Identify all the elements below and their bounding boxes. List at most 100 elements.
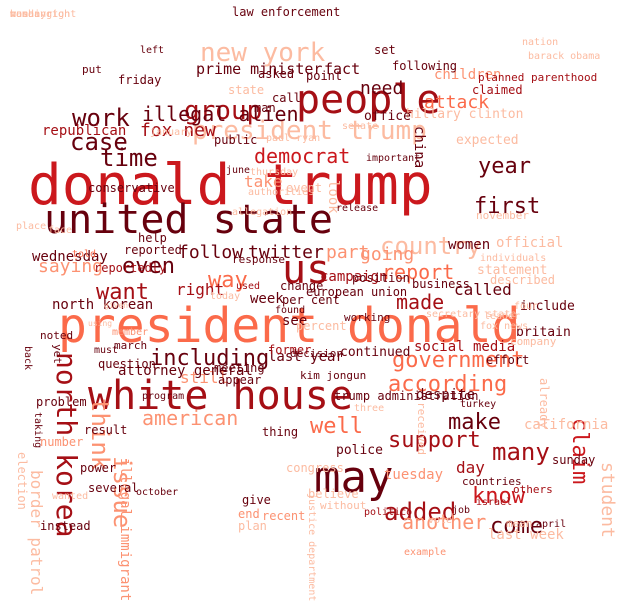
cloud-word: election bbox=[15, 452, 29, 510]
cloud-word: saying bbox=[38, 256, 104, 277]
cloud-word: make bbox=[448, 410, 501, 435]
cloud-word: secretary state bbox=[426, 309, 517, 320]
cloud-word: company bbox=[510, 335, 557, 348]
cloud-word: right bbox=[176, 280, 225, 299]
cloud-word: result bbox=[84, 423, 128, 437]
cloud-word: taking bbox=[32, 412, 43, 449]
cloud-word: given bbox=[104, 301, 129, 310]
cloud-word: us bbox=[282, 247, 331, 293]
cloud-word: even bbox=[122, 254, 175, 279]
cloud-word: appear bbox=[218, 373, 262, 387]
cloud-word: state bbox=[228, 83, 265, 97]
cloud-word: still bbox=[180, 368, 229, 387]
cloud-word: california bbox=[524, 417, 609, 433]
cloud-word: european union bbox=[306, 285, 408, 299]
cloud-word: case bbox=[70, 128, 128, 156]
cloud-word: claimed bbox=[472, 83, 523, 97]
cloud-word: including bbox=[150, 346, 270, 371]
cloud-word: tuesday bbox=[384, 467, 444, 483]
cloud-word: meeting bbox=[214, 361, 265, 375]
cloud-word: another bbox=[402, 510, 487, 534]
cloud-word: first bbox=[474, 194, 541, 219]
cloud-word: think bbox=[86, 398, 114, 471]
cloud-word: attack bbox=[424, 92, 490, 113]
cloud-word: place bbox=[16, 221, 47, 232]
cloud-word: help bbox=[138, 231, 167, 245]
cloud-word: today bbox=[210, 291, 241, 302]
cloud-word: see bbox=[282, 313, 308, 329]
cloud-word: work bbox=[72, 104, 130, 132]
cloud-word: britain bbox=[516, 325, 571, 340]
cloud-word: must bbox=[94, 345, 119, 356]
cloud-word: expected bbox=[456, 133, 519, 148]
cloud-word: country bbox=[380, 232, 482, 260]
cloud-word: man bbox=[254, 101, 276, 115]
cloud-word: leader bbox=[484, 311, 521, 322]
cloud-word: politico bbox=[364, 507, 413, 518]
cloud-word: american bbox=[142, 406, 239, 430]
cloud-word: recent bbox=[262, 509, 306, 523]
cloud-word: justice department bbox=[306, 492, 317, 601]
cloud-word: former bbox=[268, 343, 312, 357]
cloud-word: made bbox=[396, 290, 445, 314]
cloud-word: allegation bbox=[232, 207, 293, 218]
cloud-word: support bbox=[388, 428, 481, 453]
cloud-word: law enforcement bbox=[232, 5, 341, 19]
cloud-word: reportedly bbox=[94, 261, 167, 275]
cloud-word: group bbox=[184, 96, 263, 126]
cloud-word: january bbox=[150, 127, 193, 138]
cloud-word: response bbox=[232, 253, 285, 266]
cloud-word: nation bbox=[522, 37, 559, 48]
cloud-word: wanted bbox=[52, 491, 89, 502]
cloud-word: take bbox=[244, 172, 283, 191]
cloud-word: put bbox=[82, 63, 102, 76]
cloud-word: noted bbox=[40, 329, 74, 342]
cloud-word: per cent bbox=[282, 293, 340, 307]
cloud-word: government bbox=[392, 348, 525, 373]
cloud-word: used bbox=[236, 281, 261, 292]
cloud-word: way bbox=[208, 268, 248, 293]
cloud-word: hillary clinton bbox=[406, 107, 524, 122]
cloud-word: trump administration bbox=[334, 389, 479, 403]
cloud-word: claim bbox=[567, 418, 592, 485]
cloud-word: several bbox=[88, 481, 139, 495]
cloud-word: point bbox=[306, 69, 343, 83]
cloud-word: united state bbox=[44, 197, 333, 243]
cloud-word: fox news bbox=[480, 321, 529, 332]
cloud-word: prime minister bbox=[196, 60, 323, 78]
cloud-word: june bbox=[226, 165, 251, 176]
cloud-word: people bbox=[296, 77, 441, 123]
cloud-word: paul ryan bbox=[266, 133, 321, 144]
cloud-word: report bbox=[382, 260, 455, 284]
cloud-word: new york bbox=[200, 38, 326, 68]
cloud-word: asked bbox=[258, 67, 295, 81]
cloud-word: release bbox=[336, 203, 379, 214]
cloud-word: countries bbox=[462, 475, 522, 488]
cloud-word: power bbox=[80, 461, 117, 475]
cloud-word: women bbox=[448, 237, 491, 253]
cloud-word: number bbox=[40, 435, 84, 449]
cloud-word: year bbox=[478, 154, 531, 179]
cloud-word: know bbox=[472, 484, 525, 509]
cloud-word: thing bbox=[262, 425, 299, 439]
cloud-word: day bbox=[456, 458, 485, 477]
cloud-word: position bbox=[352, 271, 410, 285]
cloud-word: problem bbox=[36, 395, 87, 409]
cloud-word: others bbox=[513, 483, 553, 496]
cloud-word: israel bbox=[476, 497, 513, 508]
cloud-word: important bbox=[366, 153, 421, 164]
cloud-word: yet bbox=[51, 344, 64, 364]
cloud-word: back bbox=[22, 346, 33, 371]
cloud-word: human right bbox=[10, 9, 77, 20]
cloud-word: include bbox=[520, 299, 575, 314]
cloud-word: without bbox=[320, 499, 367, 512]
cloud-word: member bbox=[112, 327, 149, 338]
cloud-word: wednesday bbox=[32, 249, 108, 265]
cloud-word: twitter bbox=[248, 242, 324, 263]
cloud-word: following bbox=[392, 59, 458, 73]
cloud-word: percent bbox=[296, 319, 347, 333]
cloud-word: october bbox=[136, 487, 179, 498]
cloud-word: event bbox=[286, 181, 323, 195]
cloud-word: effort bbox=[486, 353, 530, 367]
